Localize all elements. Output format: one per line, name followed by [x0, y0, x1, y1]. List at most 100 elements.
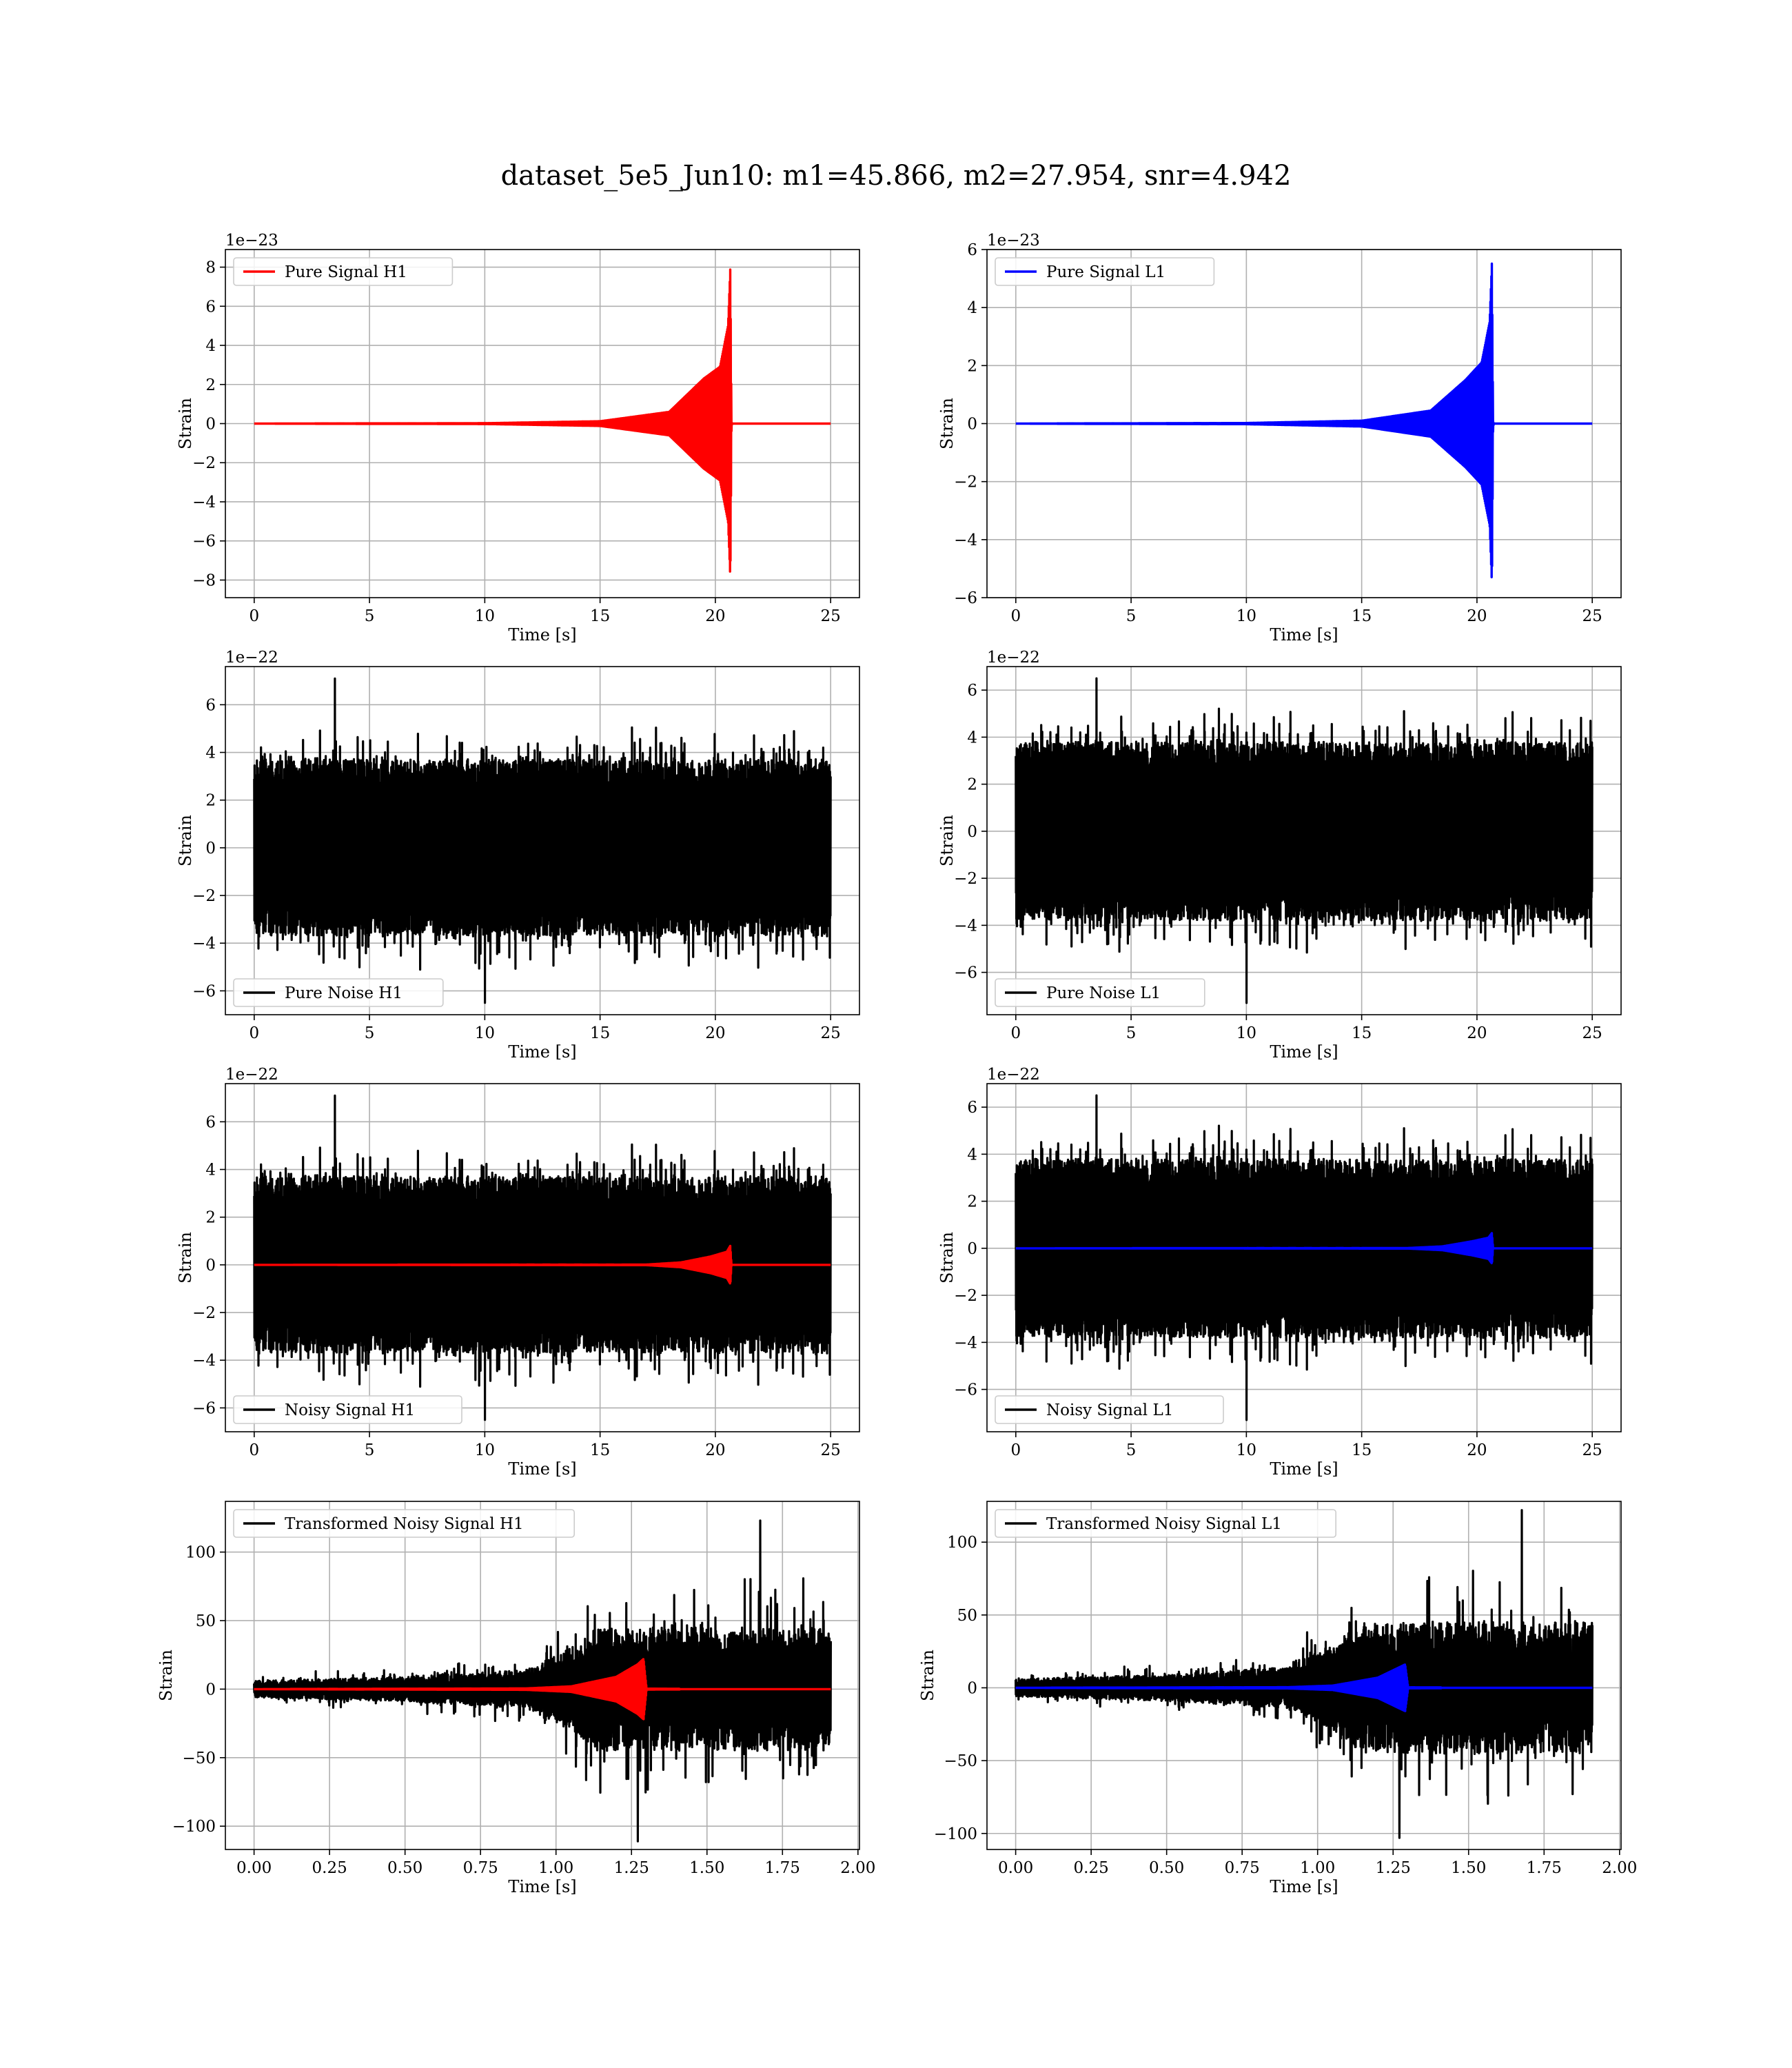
x-tick-label: 15	[590, 1441, 610, 1459]
x-tick-label: 0.00	[998, 1859, 1033, 1877]
y-axis: −6 −4 −2 0 2 4 6 Strain	[176, 1113, 225, 1417]
y-tick-label: 6	[967, 682, 977, 700]
x-tick-label: 0.50	[387, 1859, 422, 1877]
legend: Pure Noise L1	[995, 978, 1205, 1007]
x-axis-label: Time [s]	[1270, 625, 1338, 645]
x-tick-label: 15	[590, 1024, 610, 1042]
series-line-pure-signal-h1	[253, 268, 832, 573]
x-tick-label: 20	[1467, 1024, 1487, 1042]
x-tick-label: 10	[1236, 1441, 1256, 1459]
legend-box	[995, 978, 1205, 1007]
y-tick-label: 4	[967, 729, 977, 747]
x-axis: 0.00 0.25 0.50 0.75 1.00 1.25 1.50 1.75 2.00 Time…	[998, 1849, 1637, 1896]
x-tick-label: 0	[1010, 1024, 1021, 1042]
x-tick-label: 25	[1582, 1024, 1602, 1042]
series-line-pure-noise-l1	[1015, 677, 1594, 1004]
x-tick-label: 15	[1352, 607, 1372, 625]
y-axis: −6 −4 −2 0 2 4 6 Strain	[937, 241, 987, 607]
y-tick-label: 0	[205, 1681, 216, 1699]
x-tick-label: 2.00	[1602, 1859, 1637, 1877]
x-tick-label: 1.75	[1527, 1859, 1562, 1877]
x-tick-label: 2.00	[840, 1859, 875, 1877]
series-line-noisy-signal-l1	[1015, 1094, 1594, 1421]
series-line-signal-1	[253, 1658, 832, 1721]
y-tick-label: 4	[967, 1146, 977, 1164]
x-axis-label: Time [s]	[1270, 1042, 1338, 1062]
y-tick-label: 0	[967, 823, 977, 841]
y-tick-label: 4	[205, 1162, 216, 1179]
y-tick-label: −100	[934, 1825, 977, 1843]
legend-entry: Pure Signal L1	[1046, 263, 1165, 281]
legend: Pure Signal H1	[233, 257, 454, 286]
y-tick-label: 50	[196, 1612, 216, 1630]
y-tick-label: 8	[205, 259, 216, 277]
y-tick-label: −50	[182, 1750, 216, 1767]
x-tick-label: 1.25	[614, 1859, 649, 1877]
y-tick-label: −8	[192, 571, 216, 589]
y-tick-label: 4	[205, 337, 216, 355]
legend: Pure Signal L1	[995, 257, 1215, 286]
x-tick-label: 0	[249, 1441, 259, 1459]
y-tick-label: 2	[205, 1209, 216, 1227]
x-tick-label: 25	[1582, 607, 1602, 625]
axes-frame	[986, 1501, 1622, 1850]
axes-frame	[225, 1501, 860, 1850]
y-tick-label: 2	[205, 792, 216, 810]
x-tick-label: 15	[590, 607, 610, 625]
x-tick-label: 5	[365, 1441, 375, 1459]
legend-box	[995, 1509, 1337, 1538]
x-tick-label: 0	[1010, 1441, 1021, 1459]
x-axis-label: Time [s]	[508, 625, 576, 645]
plot-area	[253, 1519, 832, 1843]
x-axis: 0 5 10 15 20 25 Time [s]	[1010, 1432, 1602, 1479]
y-tick-label: 0	[967, 416, 977, 434]
series-line-pure-noise-h1	[253, 677, 832, 1004]
subplot-pure-noise-h1: 0 5 10 15 20 25 Time [s] −6 −4 −2 0 2 4 6 Strain 1e−22 P…	[176, 649, 860, 1062]
x-axis-label: Time [s]	[508, 1459, 576, 1479]
y-axis: −6 −4 −2 0 2 4 6 Strain	[937, 1099, 987, 1399]
x-tick-label: 20	[705, 1024, 725, 1042]
x-tick-label: 20	[1467, 1441, 1487, 1459]
legend-box	[233, 257, 454, 286]
x-tick-label: 10	[475, 607, 495, 625]
legend-box	[233, 1509, 576, 1538]
y-tick-label: 6	[967, 1099, 977, 1117]
y-tick-label: −2	[192, 887, 216, 905]
y-tick-label: −2	[954, 474, 977, 491]
x-axis: 0 5 10 15 20 25 Time [s]	[249, 1015, 841, 1062]
x-tick-label: 15	[1352, 1024, 1372, 1042]
x-axis: 0.00 0.25 0.50 0.75 1.00 1.25 1.50 1.75 2.00 Time…	[236, 1849, 875, 1896]
legend-box	[233, 1395, 462, 1424]
y-tick-label: 6	[205, 298, 216, 316]
y-tick-label: −6	[954, 589, 977, 607]
y-offset-text: 1e−22	[225, 649, 278, 667]
y-tick-label: 100	[947, 1534, 977, 1552]
y-tick-label: 0	[967, 1240, 977, 1258]
x-tick-label: 5	[1126, 1024, 1137, 1042]
subplot-pure-signal-h1: 0 5 10 15 20 25 Time [s] −8 −6 −4 −2 0 2 4 6 8 Strain 1e−…	[176, 232, 860, 645]
x-tick-label: 1.50	[1451, 1859, 1486, 1877]
x-axis-label: Time [s]	[508, 1877, 576, 1896]
y-tick-label: 4	[205, 744, 216, 762]
x-tick-label: 0	[1010, 607, 1021, 625]
y-offset-text: 1e−22	[987, 649, 1040, 667]
legend-box	[995, 1395, 1224, 1424]
y-tick-label: 2	[967, 357, 977, 375]
plot-area	[253, 677, 832, 1004]
legend-box	[233, 978, 444, 1007]
y-tick-label: 2	[205, 376, 216, 394]
x-tick-label: 20	[705, 607, 725, 625]
plot-area	[1015, 1509, 1594, 1839]
figure-title: dataset_5e5_Jun10: m1=45.866, m2=27.954,…	[501, 160, 1292, 192]
y-tick-label: −50	[944, 1752, 977, 1770]
y-tick-label: −4	[954, 1334, 977, 1352]
y-axis: −6 −4 −2 0 2 4 6 Strain	[937, 682, 987, 982]
y-axis-label: Strain	[937, 398, 957, 449]
legend-entry: Noisy Signal H1	[285, 1401, 415, 1419]
subplot-pure-signal-l1: 0 5 10 15 20 25 Time [s] −6 −4 −2 0 2 4 6 Strain 1e−23 P…	[937, 232, 1622, 645]
grid	[987, 1501, 1621, 1849]
subplot-noisy-signal-h1: 0 5 10 15 20 25 Time [s] −6 −4 −2 0 2 4 6 Strain 1e−22 N…	[176, 1066, 860, 1479]
y-tick-label: −6	[954, 1381, 977, 1399]
y-axis-label: Strain	[156, 1650, 176, 1701]
x-tick-label: 0.50	[1149, 1859, 1184, 1877]
